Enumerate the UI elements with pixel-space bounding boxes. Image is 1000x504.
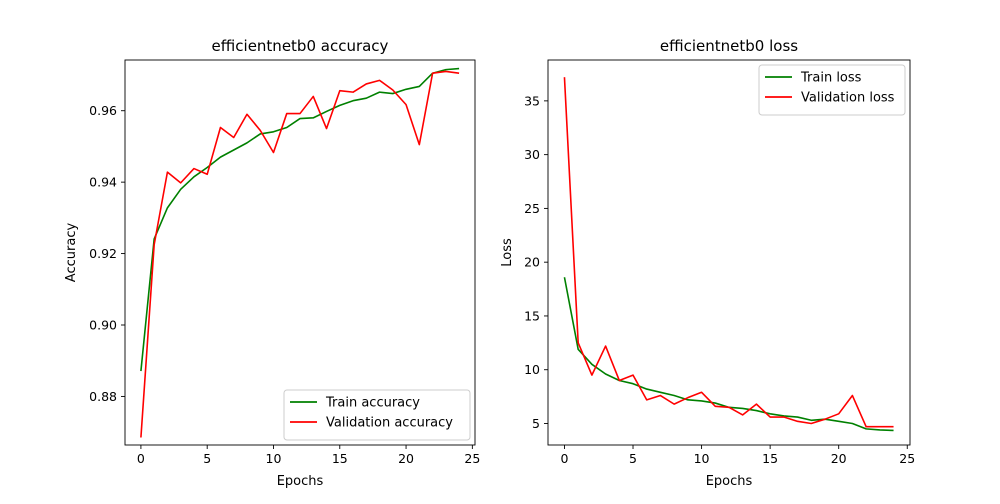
accuracy-y-tick-label: 0.88 [89,389,117,404]
loss-y-tick-label: 10 [524,362,540,377]
accuracy-x-tick-label: 20 [398,451,414,466]
accuracy-y-tick-label: 0.96 [89,103,117,118]
accuracy-y-tick-label: 0.90 [89,318,117,333]
accuracy-legend-label-0: Train accuracy [325,396,420,411]
loss-y-tick-label: 20 [524,255,540,270]
accuracy-x-tick-label: 0 [137,451,145,466]
accuracy-y-axis-label: Accuracy [64,223,79,283]
loss-plot: 0 5 10 15 20 25 5 10 15 20 25 30 35 efficientnetb0 lo… [500,37,915,489]
loss-x-tick-label: 5 [629,451,637,466]
accuracy-plot: 0 5 10 15 20 25 0.88 0.90 0.92 0.94 0.96 efficientn… [64,37,480,489]
loss-y-tick-label: 30 [524,147,540,162]
accuracy-axes-frame [124,59,476,446]
loss-x-tick-label: 15 [762,451,778,466]
accuracy-x-axis-label: Epochs [277,474,324,489]
loss-legend-label-1: Validation loss [801,91,895,106]
loss-x-tick-label: 20 [831,451,847,466]
loss-x-axis-label: Epochs [706,474,753,489]
accuracy-y-tick-label: 0.94 [89,175,117,190]
loss-legend-box [758,64,906,116]
accuracy-x-tick-label: 5 [203,451,211,466]
accuracy-legend: Train accuracy Validation accuracy [283,389,471,441]
loss-y-tick-label: 15 [524,308,540,323]
loss-y-tick-label: 35 [524,93,540,108]
accuracy-legend-box [283,389,471,441]
loss-y-tick-label: 25 [524,201,540,216]
loss-series-1-line [563,77,894,428]
loss-y-tick-label: 5 [532,416,540,431]
accuracy-x-tick-label: 15 [332,451,348,466]
accuracy-series-1-line [140,70,460,438]
loss-y-axis-label: Loss [500,238,515,267]
accuracy-x-tick-label: 10 [266,451,282,466]
accuracy-y-tick-label: 0.92 [89,246,117,261]
accuracy-chart-title: efficientnetb0 accuracy [212,37,389,55]
loss-x-tick-label: 0 [560,451,568,466]
loss-legend-label-0: Train loss [800,71,862,86]
loss-x-tick-label: 10 [694,451,710,466]
loss-x-tick-label: 25 [899,451,915,466]
loss-axes-frame [547,59,911,446]
accuracy-legend-label-1: Validation accuracy [326,416,453,431]
loss-legend: Train loss Validation loss [758,64,906,116]
loss-chart-title: efficientnetb0 loss [660,37,798,55]
accuracy-series-0-line [140,67,460,372]
accuracy-x-tick-label: 25 [464,451,480,466]
